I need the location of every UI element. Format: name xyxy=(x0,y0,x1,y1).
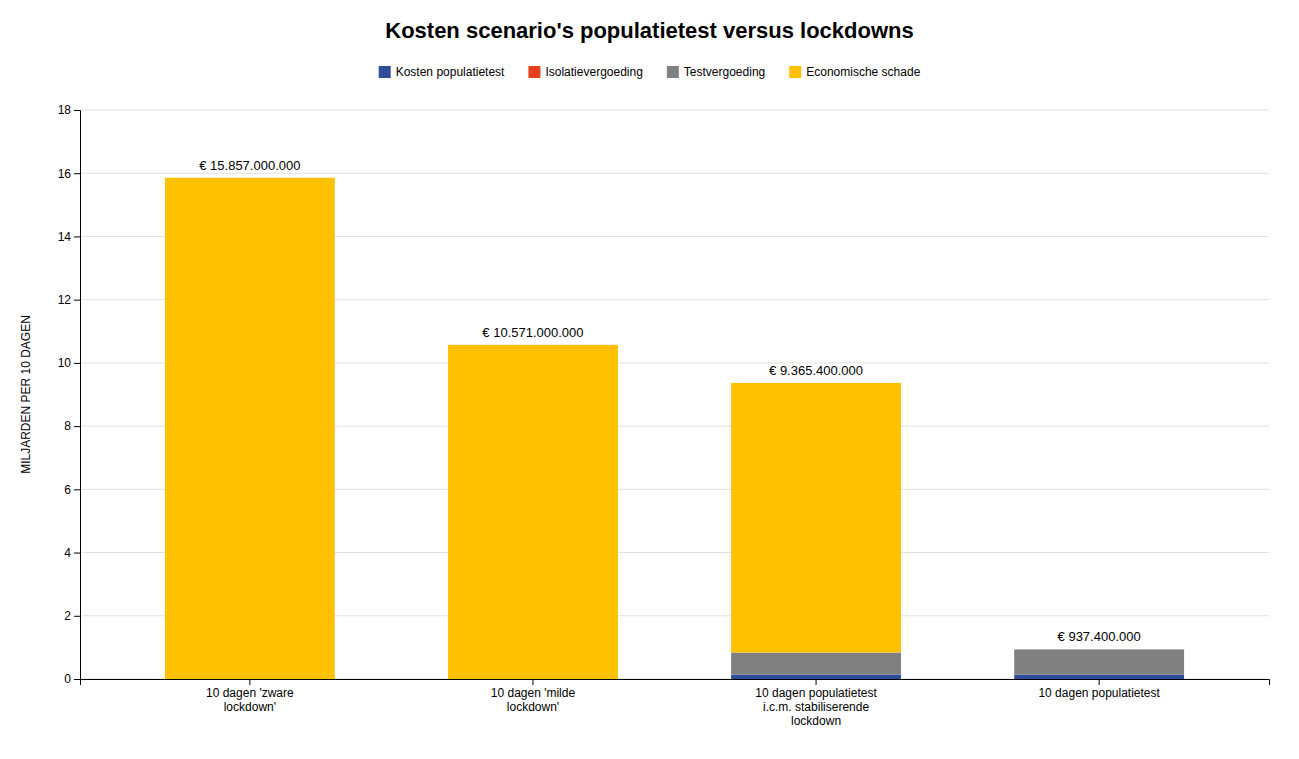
legend-swatch xyxy=(379,66,391,78)
series xyxy=(731,675,1184,679)
tick: 2 xyxy=(64,609,80,623)
tick-mark xyxy=(74,236,80,237)
legend-label: Economische schade xyxy=(806,65,920,79)
tick-label: 18 xyxy=(58,103,72,117)
bar xyxy=(731,383,901,653)
bar xyxy=(1014,649,1184,674)
tick: 0 xyxy=(64,672,80,686)
tick: 10 dagen 'zwarelockdown' xyxy=(206,679,294,714)
tick: 6 xyxy=(64,483,80,497)
legend-item: Testvergoeding xyxy=(667,65,765,79)
tick-label: 14 xyxy=(58,230,72,244)
tick-mark xyxy=(74,616,80,617)
tick-mark xyxy=(249,679,250,685)
bar xyxy=(1014,675,1184,679)
chart: Kosten scenario's populatietest versus l… xyxy=(0,0,1299,759)
tick: 10 xyxy=(58,356,80,370)
annotations: € 15.857.000.000 € 10.571.000.000 € 9.365.… xyxy=(199,158,1140,645)
series xyxy=(165,178,901,679)
plot-area: 02468101214161810 dagen 'zwarelockdown'1… xyxy=(58,103,1270,728)
tick-mark xyxy=(74,679,80,680)
tick-label: 10 dagen 'mildelockdown' xyxy=(491,686,576,714)
legend-item: Economische schade xyxy=(789,65,920,79)
legend-item: Isolatievergoeding xyxy=(528,65,642,79)
x-axis: 10 dagen 'zwarelockdown' 10 dagen 'mildel… xyxy=(81,679,1270,728)
tick-mark xyxy=(74,363,80,364)
tick-label: 2 xyxy=(64,609,71,623)
y-axis: 0 2 4 6 8 10 12 14 16 18 xyxy=(58,103,81,686)
tick-label: 12 xyxy=(58,293,72,307)
bar xyxy=(731,675,901,679)
tick: 16 xyxy=(58,167,80,181)
tick-mark xyxy=(74,426,80,427)
tick: 4 xyxy=(64,546,80,560)
tick-mark xyxy=(74,553,80,554)
legend-swatch xyxy=(528,66,540,78)
tick-label: 0 xyxy=(64,672,71,686)
axis-line xyxy=(74,111,81,680)
tick: 10 dagen populatietest xyxy=(1038,679,1160,700)
annotation: € 15.857.000.000 xyxy=(199,158,300,173)
tick-mark xyxy=(74,300,80,301)
title: Kosten scenario's populatietest versus l… xyxy=(385,18,914,43)
tick-label: 4 xyxy=(64,546,71,560)
series xyxy=(731,649,1184,674)
tick: 10 dagen populatietesti.c.m. stabilisere… xyxy=(755,679,877,728)
grid-line xyxy=(80,173,1269,174)
tick: 18 xyxy=(58,103,80,117)
grid-line xyxy=(80,110,1269,111)
tick-label: 8 xyxy=(64,419,71,433)
tick-label: 6 xyxy=(64,483,71,497)
axis-line xyxy=(81,680,1270,686)
tick-mark xyxy=(1099,679,1100,685)
tick-label: 10 dagen populatietest xyxy=(1038,686,1160,700)
legend-label: Testvergoeding xyxy=(684,65,765,79)
legend: Kosten populatietest Isolatievergoeding Te… xyxy=(379,65,921,79)
y-axis-title: MILJARDEN PER 10 DAGEN xyxy=(19,315,33,474)
bar xyxy=(448,345,618,679)
tick-mark xyxy=(74,110,80,111)
grid xyxy=(80,110,1269,679)
tick-mark xyxy=(74,489,80,490)
bar xyxy=(1014,649,1184,650)
bar xyxy=(731,653,901,675)
legend-label: Kosten populatietest xyxy=(396,65,505,79)
legend-item: Kosten populatietest xyxy=(379,65,505,79)
tick-label: 16 xyxy=(58,167,72,181)
tick: 10 dagen 'mildelockdown' xyxy=(491,679,576,714)
tick-label: 10 dagen 'zwarelockdown' xyxy=(206,686,294,714)
tick-label: 10 dagen populatietesti.c.m. stabilisere… xyxy=(755,686,877,729)
bars xyxy=(165,178,1184,679)
legend-label: Isolatievergoeding xyxy=(545,65,642,79)
tick-mark xyxy=(74,173,80,174)
legend-swatch xyxy=(789,66,801,78)
annotation: € 937.400.000 xyxy=(1058,629,1141,644)
tick: 14 xyxy=(58,230,80,244)
tick: 8 xyxy=(64,419,80,433)
annotation: € 10.571.000.000 xyxy=(482,325,583,340)
legend-swatch xyxy=(667,66,679,78)
tick-label: 10 xyxy=(58,356,72,370)
bar xyxy=(165,178,335,679)
tick-mark xyxy=(532,679,533,685)
annotation: € 9.365.400.000 xyxy=(769,363,863,378)
tick: 12 xyxy=(58,293,80,307)
tick-mark xyxy=(816,679,817,685)
